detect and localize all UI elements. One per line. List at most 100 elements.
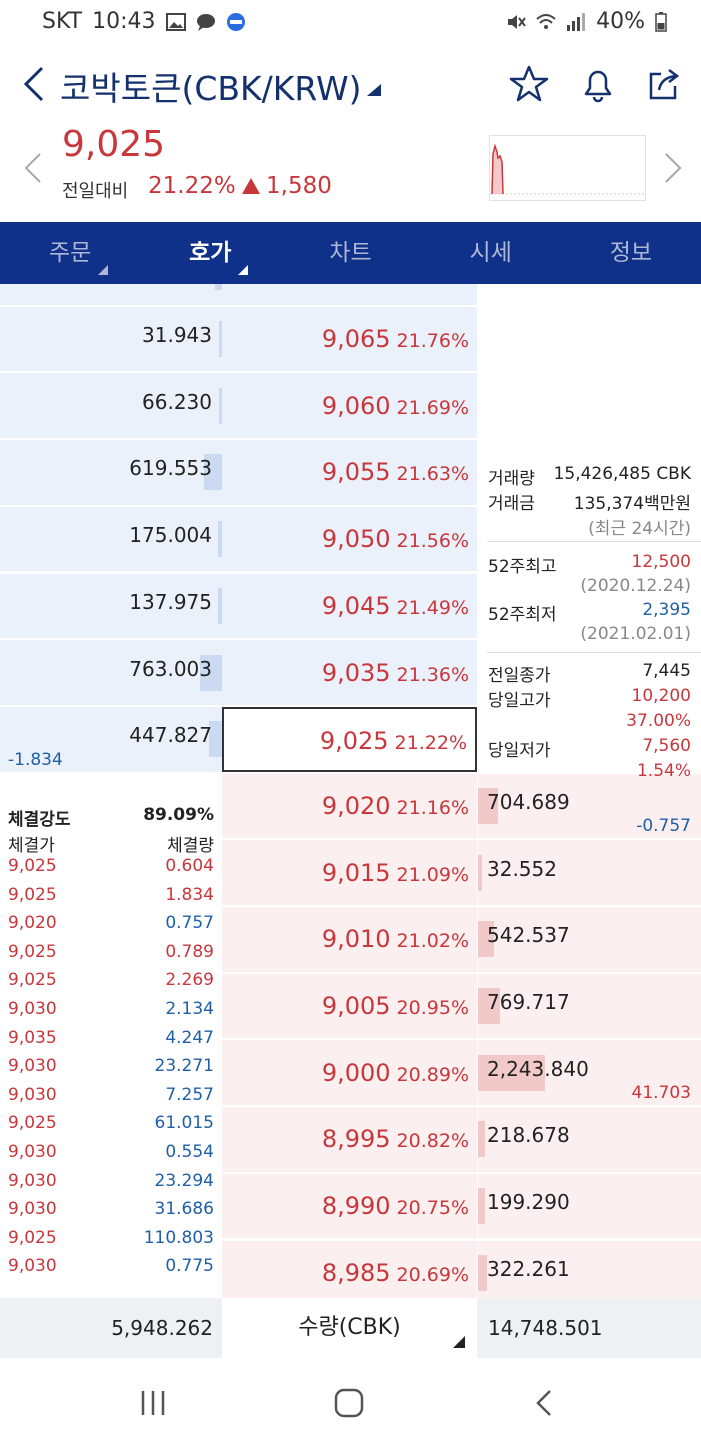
strength-value: 89.09% xyxy=(143,805,214,825)
high52-date: (2020.12.24) xyxy=(580,576,691,596)
ask-volume-cell[interactable]: 619.553 xyxy=(0,440,222,505)
tab-0[interactable]: 주문 xyxy=(0,222,140,284)
price-cell[interactable]: 9,050 21.56% xyxy=(222,506,477,572)
price-text: 9,070 21.83% xyxy=(322,284,469,286)
price-text: 8,990 20.75% xyxy=(322,1192,469,1220)
price-percent: 21.22% xyxy=(394,732,467,755)
bid-volume: 322.261 xyxy=(487,1256,570,1281)
total-bid-volume: 14,748.501 xyxy=(488,1316,603,1340)
trade-qty: 23.294 xyxy=(154,1170,214,1191)
ask-volume-cell[interactable]: 137.975 xyxy=(0,573,222,639)
price-cell[interactable]: 9,070 21.83% xyxy=(222,284,477,305)
price-cell[interactable]: 8,995 20.82% xyxy=(222,1107,477,1172)
coin-title[interactable]: 코박토큰(CBK/KRW) xyxy=(60,69,362,108)
bid-volume-bar xyxy=(478,1054,545,1091)
next-coin-arrow-icon[interactable] xyxy=(662,150,684,186)
ask-volume-cell[interactable]: 66.230 xyxy=(0,373,222,439)
volume-change: -1.834 xyxy=(8,749,63,770)
bid-volume: 218.678 xyxy=(487,1123,570,1148)
tab-3[interactable]: 시세 xyxy=(421,222,561,284)
trade-row: 9,020 0.757 xyxy=(0,913,222,941)
tab-1[interactable]: 호가 xyxy=(140,222,280,284)
price-cell[interactable]: 9,005 20.95% xyxy=(222,973,477,1039)
price-cell[interactable]: 8,985 20.69% xyxy=(222,1240,477,1298)
tab-2[interactable]: 차트 xyxy=(280,222,420,284)
day-high-pct: 37.00% xyxy=(626,711,691,731)
price-cell[interactable]: 9,025 21.22% xyxy=(222,706,477,772)
ask-volume-cell[interactable]: 142.508 xyxy=(0,284,222,305)
price-cell[interactable]: 9,000 20.89% xyxy=(222,1040,477,1106)
ask-volume-cell[interactable]: 175.004 xyxy=(0,506,222,572)
bid-volume-cell[interactable]: 322.261 xyxy=(478,1240,701,1298)
trade-price: 9,025 xyxy=(8,941,57,962)
back-arrow-icon[interactable] xyxy=(18,64,52,104)
ask-volume-bar xyxy=(219,387,222,424)
trade-price: 9,030 xyxy=(8,1199,57,1220)
price-cell[interactable]: 9,065 21.76% xyxy=(222,306,477,372)
total-ask-volume: 5,948.262 xyxy=(111,1316,213,1340)
price-cell[interactable]: 9,010 21.02% xyxy=(222,907,477,972)
low52-date: (2021.02.01) xyxy=(580,624,691,644)
day-high-label: 당일고가 xyxy=(488,691,551,711)
trade-price: 9,030 xyxy=(8,1142,57,1162)
trade-qty: 1.834 xyxy=(165,884,214,905)
bid-volume-cell[interactable]: 199.290 xyxy=(478,1173,701,1239)
trade-price: 9,025 xyxy=(8,970,57,991)
price-text: 9,050 21.56% xyxy=(322,525,469,553)
caret-down-icon[interactable] xyxy=(367,84,381,96)
bid-volume: 2,243.840 xyxy=(487,1056,589,1081)
tab-label: 정보 xyxy=(609,240,653,266)
price-percent: 21.69% xyxy=(396,396,469,419)
ask-volume-cell[interactable]: 763.003 xyxy=(0,640,222,705)
trade-qty: 0.775 xyxy=(165,1256,214,1277)
price-value: 9,050 xyxy=(321,525,391,554)
bid-volume-cell[interactable]: 2,243.840 41.703 xyxy=(478,1040,701,1106)
ask-volume-cell[interactable]: 447.827 -1.834 xyxy=(0,706,222,772)
ask-volume-cell[interactable]: 31.943 xyxy=(0,306,222,372)
bell-icon[interactable] xyxy=(578,64,618,104)
price-percent: 20.69% xyxy=(396,1263,469,1286)
bid-volume-cell[interactable]: 704.689 -0.757 xyxy=(478,773,701,839)
price-cell[interactable]: 9,015 21.09% xyxy=(222,840,477,905)
trade-price: 9,025 xyxy=(8,1227,57,1248)
ask-volume: 619.553 xyxy=(129,456,212,481)
status-bar: SKT 10:43 40% xyxy=(0,0,701,44)
ask-volume-bar xyxy=(217,521,222,558)
share-icon[interactable] xyxy=(645,64,685,104)
price-cell[interactable]: 9,060 21.69% xyxy=(222,373,477,439)
back-nav-icon[interactable] xyxy=(528,1386,562,1420)
home-icon[interactable] xyxy=(332,1386,366,1420)
volume-value: 15,426,485 CBK xyxy=(553,464,691,484)
divider xyxy=(487,541,701,542)
price-value: 9,070 xyxy=(322,284,391,286)
bid-volume-bar xyxy=(478,1254,487,1291)
ask-volume: 31.943 xyxy=(142,323,212,348)
price-cell[interactable]: 8,990 20.75% xyxy=(222,1173,477,1239)
unit-select[interactable]: 수량(CBK) xyxy=(222,1298,477,1358)
recent-apps-icon[interactable] xyxy=(136,1386,170,1420)
bid-volume-cell[interactable]: 542.537 xyxy=(478,907,701,972)
system-nav-bar xyxy=(0,1358,701,1440)
gallery-icon xyxy=(165,12,186,31)
tab-4[interactable]: 정보 xyxy=(561,222,701,284)
price-cell[interactable]: 9,055 21.63% xyxy=(222,440,477,505)
bid-volume-cell[interactable]: 32.552 xyxy=(478,840,701,905)
ask-volume: 447.827 xyxy=(129,723,212,748)
bid-volume-cell[interactable]: 218.678 xyxy=(478,1107,701,1172)
price-cell[interactable]: 9,020 21.16% xyxy=(222,773,477,839)
tab-label: 시세 xyxy=(469,240,512,266)
price-text: 9,005 20.95% xyxy=(322,992,469,1020)
trade-qty-header: 체결량 xyxy=(167,836,214,856)
price-text: 9,000 20.89% xyxy=(322,1059,469,1087)
amount-label: 거래금 xyxy=(488,494,535,514)
low52-value: 2,395 xyxy=(642,600,691,620)
bid-volume-cell[interactable]: 769.717 xyxy=(478,973,701,1039)
favorite-star-icon[interactable] xyxy=(509,64,549,104)
caret-icon xyxy=(238,265,249,275)
strength-label: 체결강도 xyxy=(8,810,71,830)
price-cell[interactable]: 9,045 21.49% xyxy=(222,573,477,639)
prev-coin-arrow-icon[interactable] xyxy=(22,150,44,186)
price-cell[interactable]: 9,035 21.36% xyxy=(222,640,477,705)
mini-price-chart[interactable] xyxy=(489,135,646,201)
caret-down-icon xyxy=(453,1336,465,1348)
